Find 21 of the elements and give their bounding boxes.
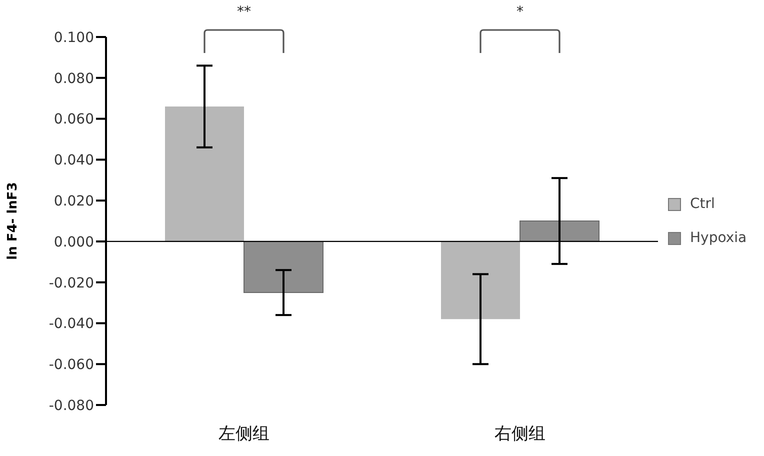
x-tick-label: 右侧组: [494, 424, 546, 444]
y-tick-label: -0.040: [48, 316, 94, 332]
bar: [244, 240, 324, 294]
y-tick-label: -0.060: [48, 357, 94, 374]
text: *: [516, 4, 524, 20]
x-tick-label: 左侧组: [218, 424, 270, 444]
y-tick-label: -0.020: [48, 275, 94, 292]
legend-label: Hypoxia: [690, 230, 747, 246]
y-axis-title: ln F4- lnF3: [6, 182, 21, 260]
bar: [165, 106, 244, 242]
bar: [520, 220, 600, 242]
y-tick-label: 0.000: [54, 234, 94, 250]
legend-label: Ctrl: [690, 196, 715, 212]
bar: [441, 241, 520, 320]
y-tick-label: 0.100: [54, 30, 94, 46]
y-tick-label: 0.020: [54, 194, 94, 210]
y-tick-label: 0.040: [54, 152, 94, 169]
y-tick-label: -0.080: [48, 398, 94, 414]
y-tick-label: 0.060: [54, 112, 94, 128]
text: **: [237, 4, 251, 20]
y-tick-label: 0.080: [54, 70, 94, 87]
